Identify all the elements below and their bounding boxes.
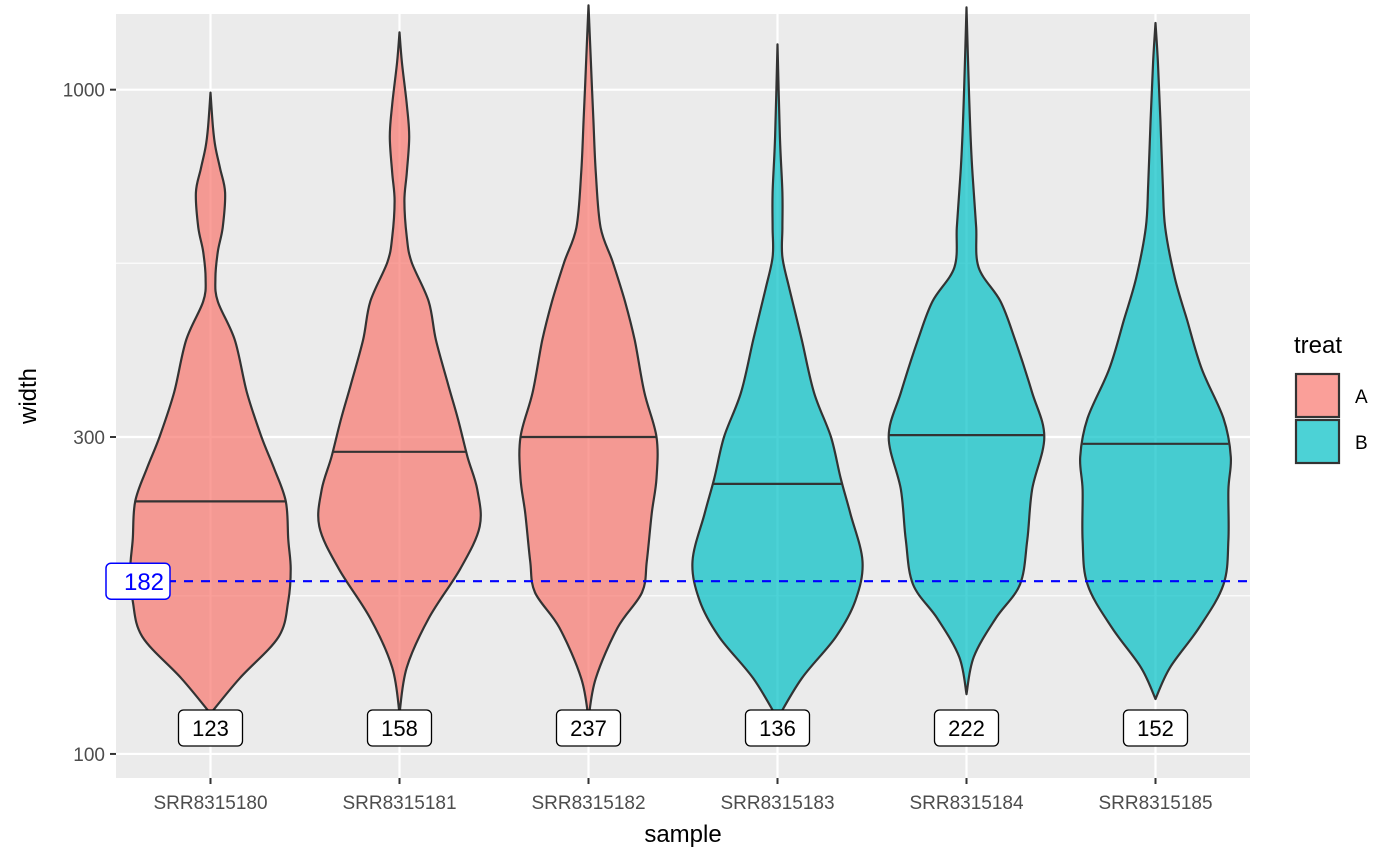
count-label-SRR8315185: 152 <box>1122 709 1189 747</box>
legend-key-B <box>1294 418 1341 465</box>
x-tick-label: SRR8315185 <box>1098 793 1212 814</box>
x-tick-label: SRR8315182 <box>531 793 645 814</box>
count-label-text: 222 <box>948 716 985 741</box>
y-axis-title: width <box>15 368 42 425</box>
x-tick-label: SRR8315183 <box>720 793 834 814</box>
x-axis-title: sample <box>644 821 721 848</box>
count-label-box <box>933 709 1000 747</box>
reference-label: 182 <box>124 569 164 596</box>
legend-title: treat <box>1294 332 1342 359</box>
count-label-box <box>744 709 811 747</box>
count-label-box <box>366 709 433 747</box>
x-tick-label: SRR8315180 <box>153 793 267 814</box>
count-label-text: 158 <box>381 716 418 741</box>
axes: 100 300 1000 SRR8315180 SRR8315181 SRR8315182… <box>63 81 1213 814</box>
count-label-text: 136 <box>759 716 796 741</box>
legend-key-A <box>1294 372 1341 419</box>
violin-SRR8315180 <box>129 91 292 715</box>
x-tick-label: SRR8315181 <box>342 793 456 814</box>
legend: treat A B <box>1294 332 1368 465</box>
reference-label-box <box>105 562 171 600</box>
y-tick-label: 1000 <box>63 81 105 102</box>
violin-SRR8315185 <box>1078 21 1233 701</box>
y-tick-label: 100 <box>73 745 105 766</box>
count-label-text: 237 <box>570 716 607 741</box>
count-labels: 123 158 237 136 222 152 <box>177 709 1189 747</box>
count-label-SRR8315184: 222 <box>933 709 1000 747</box>
count-label-SRR8315180: 123 <box>177 709 244 747</box>
count-label-SRR8315182: 237 <box>555 709 622 747</box>
y-tick-label: 300 <box>73 428 105 449</box>
violin-SRR8315183 <box>691 43 864 720</box>
x-tick-label: SRR8315184 <box>909 793 1024 814</box>
legend-label-A: A <box>1355 387 1368 408</box>
legend-label-B: B <box>1355 433 1368 454</box>
count-label-SRR8315181: 158 <box>366 709 433 747</box>
count-label-text: 152 <box>1137 716 1174 741</box>
count-label-box <box>1122 709 1189 747</box>
violin-SRR8315181 <box>317 31 482 715</box>
count-label-box <box>555 709 622 747</box>
violins <box>129 4 1233 720</box>
count-label-box <box>177 709 244 747</box>
violin-SRR8315182 <box>518 4 659 720</box>
count-label-text: 123 <box>192 716 229 741</box>
violin-SRR8315184 <box>887 6 1046 696</box>
reference-line-group: 182 <box>105 562 1250 600</box>
plot-panel <box>116 14 1250 778</box>
count-label-SRR8315183: 136 <box>744 709 811 747</box>
